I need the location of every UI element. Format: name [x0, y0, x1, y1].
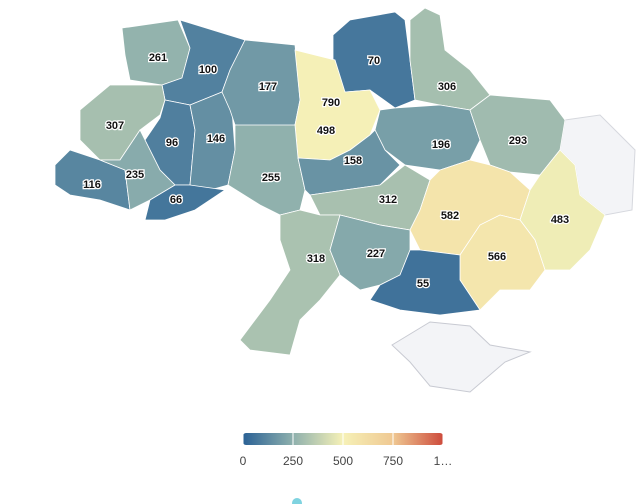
legend-tick-label: 250 [283, 454, 303, 468]
legend-tick-label: 0 [240, 454, 247, 468]
region-label: 566 [488, 251, 506, 263]
region [297, 129, 401, 196]
region-label: 66 [170, 194, 182, 206]
regions [54, 7, 606, 356]
region-label: 306 [438, 81, 456, 93]
region-label: 235 [126, 169, 144, 181]
region-label: 318 [307, 253, 325, 265]
region [369, 249, 481, 316]
region-label: 70 [368, 55, 380, 67]
region-label: 96 [166, 137, 178, 149]
legend-tick-label: 500 [333, 454, 353, 468]
region-label: 158 [344, 155, 362, 167]
region-label: 116 [83, 179, 101, 191]
legend-tick-label: 750 [383, 454, 403, 468]
region-label: 790 [322, 97, 340, 109]
region-label: 312 [379, 194, 397, 206]
region [144, 184, 227, 221]
no-data-region [391, 321, 532, 393]
region [99, 129, 176, 211]
region-label: 307 [106, 120, 124, 132]
region-label: 227 [367, 248, 385, 260]
region-label: 55 [417, 278, 429, 290]
region-label: 196 [432, 139, 450, 151]
region-label: 146 [207, 133, 225, 145]
region [227, 124, 306, 216]
region-label: 255 [262, 172, 280, 184]
region-label: 100 [199, 64, 217, 76]
region [79, 84, 166, 161]
region [409, 7, 491, 111]
region-label: 261 [149, 52, 167, 64]
legend-tick-label: 1… [434, 454, 453, 468]
region-label: 293 [509, 135, 527, 147]
region-labels: 261 100 70 306 307 96 146 177 790 498 196 293 116 235… [82, 51, 571, 292]
page-indicator [292, 498, 302, 504]
region-label: 582 [441, 210, 459, 222]
region [519, 149, 606, 271]
region-label: 498 [317, 125, 335, 137]
region-label: 177 [259, 81, 277, 93]
region [239, 209, 341, 356]
region-label: 483 [551, 214, 569, 226]
